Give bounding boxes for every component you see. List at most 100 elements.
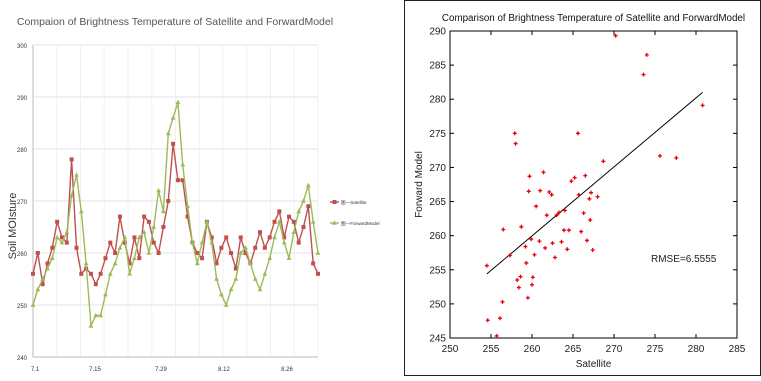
y-tick-label: 270 — [17, 200, 28, 206]
forwardmodel-point — [98, 312, 104, 318]
forwardmodel-point — [30, 302, 36, 307]
satellite-point — [31, 271, 35, 276]
satellite-point — [64, 240, 69, 245]
satellite-point — [156, 251, 161, 255]
forwardmodel-point — [243, 245, 248, 250]
y-tick-label: 280 — [429, 95, 446, 106]
scatter-frame — [404, 0, 761, 376]
forwardmodel-point — [132, 255, 137, 260]
scatter-point — [587, 196, 592, 201]
satellite-point — [229, 251, 234, 255]
y-tick-label: 270 — [429, 163, 446, 174]
x-tick-label: 8.26 — [281, 367, 293, 373]
scatter-point — [549, 192, 554, 197]
x-tick-label: 260 — [524, 344, 541, 355]
fit-line — [486, 92, 703, 275]
scatter-point — [524, 260, 529, 265]
scatter-point — [566, 228, 571, 233]
satellite-point — [108, 240, 113, 245]
forwardmodel-point — [54, 234, 60, 240]
scatter-point — [581, 211, 586, 216]
forwardmodel-point — [262, 271, 268, 276]
scatter-point — [529, 237, 534, 242]
scatter-point — [601, 159, 606, 164]
satellite-point — [282, 235, 287, 240]
line-chart-panel: Compaion of Brightness Temperature of Sa… — [0, 0, 380, 376]
forwardmodel-point — [117, 245, 123, 250]
forwardmodel-point — [267, 255, 273, 260]
y-tick-label: 260 — [429, 231, 446, 242]
scatter-point — [515, 278, 520, 283]
scatter-point — [485, 318, 490, 323]
legend-label-forwardmodel: 图—ForwardModel — [341, 221, 380, 227]
satellite-point — [195, 251, 200, 255]
satellite-point — [175, 178, 180, 183]
forwardmodel-point — [127, 271, 133, 276]
scatter-y-axis-label: Forward Model — [414, 151, 425, 218]
y-tick-label: 245 — [429, 334, 446, 345]
line-chart-title: Compaion of Brightness Temperature of Sa… — [17, 16, 333, 28]
legend-label-satellite: 图—Satellite — [341, 200, 367, 206]
scatter-point — [557, 210, 562, 215]
rmse-annotation: RMSE=6.5555 — [651, 254, 717, 265]
satellite-point — [316, 271, 320, 276]
satellite-point — [55, 219, 60, 224]
scatter-point — [484, 263, 489, 268]
scatter-point — [519, 224, 524, 229]
scatter-point — [538, 188, 543, 193]
scatter-point — [544, 213, 549, 218]
y-tick-label: 290 — [429, 27, 446, 38]
forwardmodel-point — [305, 182, 311, 188]
scatter-point — [595, 194, 600, 199]
scatter-point — [569, 179, 574, 184]
scatter-point — [583, 173, 588, 178]
scatter-chart-panel: Comparison of Brightness Temperature of … — [404, 0, 761, 376]
forwardmodel-point — [214, 276, 219, 281]
forwardmodel-point — [190, 240, 195, 245]
scatter-chart: Comparison of Brightness Temperature of … — [404, 0, 761, 376]
x-tick-label: 265 — [565, 344, 582, 355]
x-tick-label: 8.12 — [218, 367, 230, 373]
scatter-point — [588, 217, 593, 222]
forwardmodel-point — [296, 208, 302, 214]
satellite-point — [88, 271, 93, 276]
scatter-point — [589, 190, 594, 195]
x-tick-label: 255 — [483, 344, 500, 355]
forwardmodel-point — [59, 240, 65, 245]
scatter-point — [501, 227, 506, 232]
satellite-point — [59, 235, 64, 240]
y-tick-label: 275 — [429, 129, 446, 140]
forwardmodel-point — [233, 276, 239, 281]
scatter-point — [532, 252, 537, 257]
forwardmodel-point — [238, 250, 244, 255]
x-tick-label: 285 — [729, 344, 746, 355]
satellite-point — [253, 245, 258, 250]
forwardmodel-point — [103, 292, 108, 297]
scatter-point — [584, 238, 589, 243]
forwardmodel-point — [175, 99, 181, 104]
satellite-point — [132, 235, 137, 240]
forwardmodel-point — [199, 240, 205, 245]
satellite-point — [185, 214, 190, 219]
scatter-point — [559, 239, 564, 244]
scatter-point — [534, 204, 539, 209]
forwardmodel-point — [45, 266, 50, 271]
scatter-point — [516, 285, 521, 290]
y-tick-label: 280 — [17, 148, 28, 154]
satellite-point — [291, 219, 296, 224]
scatter-point — [547, 190, 552, 195]
y-tick-label: 260 — [17, 252, 28, 258]
scatter-point — [561, 228, 566, 233]
series-line-forwardmodel — [32, 101, 319, 329]
satellite-point — [171, 141, 176, 146]
scatter-point — [552, 255, 557, 260]
forwardmodel-point — [93, 312, 99, 318]
satellite-point — [137, 256, 142, 261]
forwardmodel-point — [161, 208, 166, 214]
scatter-point — [541, 170, 546, 175]
forwardmodel-point — [156, 188, 161, 193]
scatter-point — [579, 229, 584, 234]
scatter-point — [526, 189, 531, 194]
scatter-point — [590, 247, 595, 252]
x-tick-label: 250 — [442, 344, 459, 355]
